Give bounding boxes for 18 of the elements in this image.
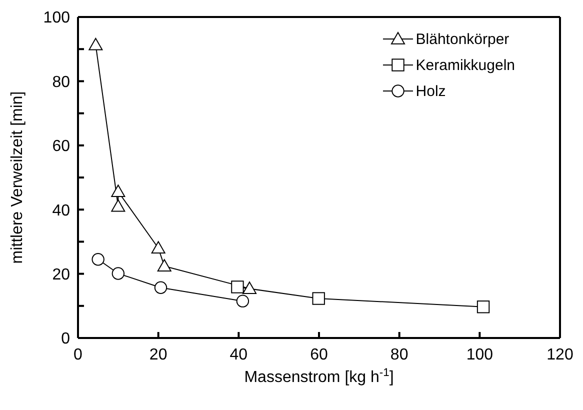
x-tick-label: 60	[310, 346, 328, 364]
y-tick-label: 60	[52, 138, 70, 156]
y-axis-title: mittlere Verweilzeit [min]	[9, 91, 26, 264]
y-tick-label: 80	[52, 74, 70, 91]
x-axis-title: Massenstrom [kg h$^{-1}$]	[244, 367, 394, 386]
legend-label: Blähtonkörper	[416, 30, 510, 48]
legend-label: Holz	[416, 82, 446, 100]
y-tick-label: 20	[52, 266, 70, 284]
legend-label: Keramikkugeln	[416, 56, 515, 74]
x-tick-label: 80	[390, 346, 408, 364]
x-tick-label: 0	[74, 346, 83, 364]
x-tick-label: 100	[466, 346, 494, 364]
x-tick-label: 40	[230, 346, 248, 364]
x-tick-label: 20	[149, 346, 168, 364]
y-tick-label: 0	[61, 330, 70, 348]
x-tick-label: 120	[546, 346, 574, 364]
y-tick-label: 40	[52, 202, 70, 220]
y-tick-label: 100	[43, 10, 70, 27]
